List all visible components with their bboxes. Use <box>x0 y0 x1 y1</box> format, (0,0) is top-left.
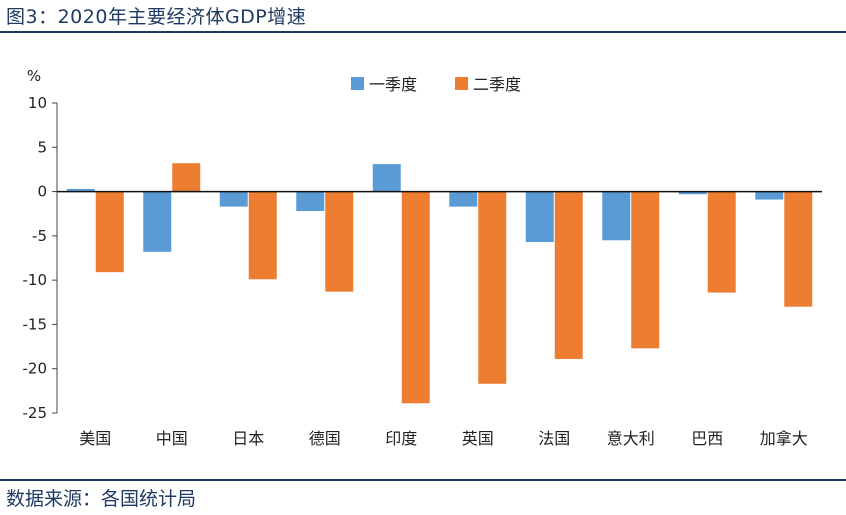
chart-bars <box>57 163 822 404</box>
y-tick-label: 5 <box>37 138 47 156</box>
chart-axes: 10 5 0 -5 -10 -15 -20 -25% <box>23 67 58 422</box>
bar-q2 <box>248 191 277 280</box>
y-tick-label: -10 <box>23 271 48 289</box>
bar-q1 <box>755 191 784 200</box>
bar-chart: 10 5 0 -5 -10 -15 -20 -25% 美国 中国 日本 德国 印度 英国 法国 意大利 巴西 加… <box>23 67 822 448</box>
x-category-label: 中国 <box>156 429 188 448</box>
bar-q1 <box>525 191 554 243</box>
x-category-label: 巴西 <box>691 429 723 448</box>
y-tick-label: 0 <box>37 183 47 201</box>
x-category-label: 法国 <box>538 429 570 448</box>
x-category-label: 加拿大 <box>760 429 808 448</box>
bar-q1 <box>678 191 707 195</box>
bar-q1 <box>296 191 325 212</box>
legend-label-q1: 一季度 <box>369 75 417 94</box>
bar-q1 <box>372 164 401 192</box>
x-category-label: 德国 <box>309 429 341 448</box>
bar-q1 <box>449 191 478 207</box>
bar-q2 <box>172 163 201 192</box>
source-rule <box>0 479 846 481</box>
y-axis-unit-label: % <box>27 67 41 85</box>
bar-q1 <box>602 191 631 241</box>
x-category-label: 日本 <box>232 429 264 448</box>
x-category-label: 英国 <box>462 429 494 448</box>
bar-q1 <box>143 191 172 252</box>
bar-q2 <box>554 191 583 359</box>
bar-q2 <box>325 191 354 292</box>
bar-q1 <box>66 188 95 192</box>
chart-title: 图3：2020年主要经济体GDP增速 <box>6 6 307 28</box>
legend-label-q2: 二季度 <box>473 75 521 94</box>
bar-q2 <box>478 191 507 384</box>
legend-swatch-q2 <box>455 77 468 90</box>
y-tick-label: -5 <box>32 227 47 245</box>
chart-legend: 一季度 二季度 <box>351 75 521 94</box>
y-tick-label: -20 <box>23 360 48 378</box>
legend-swatch-q1 <box>351 77 364 90</box>
bar-q2 <box>401 191 430 404</box>
bar-q2 <box>95 191 124 273</box>
y-tick-label: 10 <box>28 94 47 112</box>
x-category-label: 印度 <box>385 429 417 448</box>
source-note: 数据来源：各国统计局 <box>6 488 197 510</box>
x-category-label: 美国 <box>79 429 111 448</box>
chart-labels: 美国 中国 日本 德国 印度 英国 法国 意大利 巴西 加拿大 <box>79 429 808 448</box>
bar-q2 <box>631 191 660 349</box>
y-tick-label: -15 <box>23 315 48 333</box>
bar-q2 <box>707 191 736 293</box>
bar-q1 <box>219 191 248 207</box>
x-category-label: 意大利 <box>607 429 655 448</box>
y-tick-label: -25 <box>23 404 48 422</box>
bar-q2 <box>784 191 813 307</box>
title-rule <box>0 31 846 33</box>
